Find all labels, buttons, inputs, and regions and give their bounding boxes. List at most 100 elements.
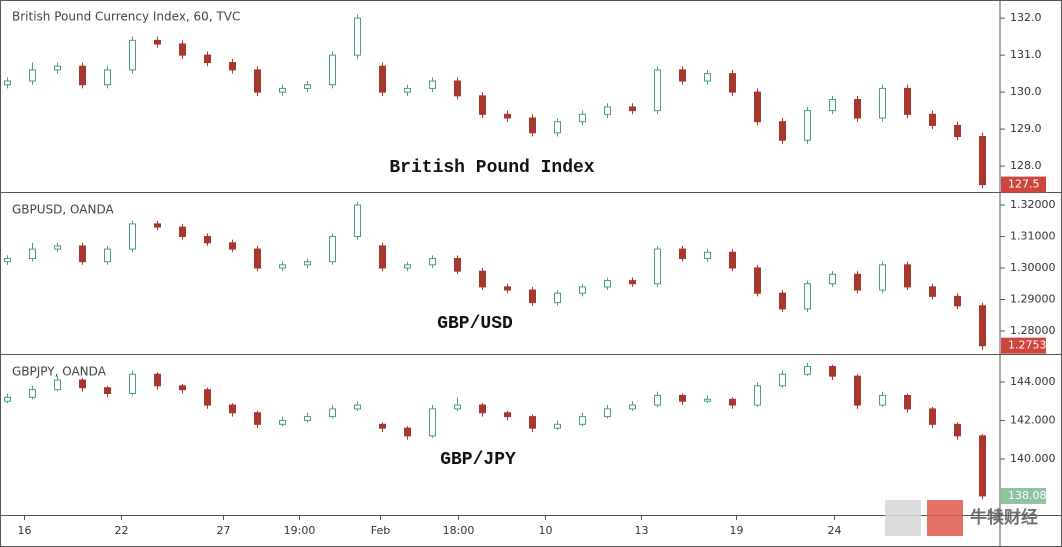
candle-body xyxy=(379,423,386,429)
candle-body xyxy=(829,273,836,285)
candle-body xyxy=(879,87,886,119)
candle-body xyxy=(29,389,36,398)
candle-body xyxy=(629,280,636,285)
candle-body xyxy=(54,379,61,391)
y-tick-label: 128.0 xyxy=(1010,159,1042,172)
candle-body xyxy=(29,248,36,260)
candle-body xyxy=(429,408,436,437)
candle-body xyxy=(554,292,561,304)
watermark-icon xyxy=(927,500,963,536)
y-tick-label: 144.000 xyxy=(1010,375,1056,388)
candle-body xyxy=(179,226,186,237)
last-price-label: 127.5 xyxy=(1008,178,1040,191)
candle-body xyxy=(704,73,711,82)
candle-body xyxy=(154,39,161,45)
candle-body xyxy=(304,261,311,266)
candle-body xyxy=(579,113,586,123)
y-tick-label: 130.0 xyxy=(1010,85,1042,98)
candle-body xyxy=(4,80,11,86)
candle-body xyxy=(529,117,536,134)
candle-body xyxy=(279,87,286,93)
candle-body xyxy=(904,87,911,115)
candle-body xyxy=(654,69,661,112)
x-tick-label: 18:00 xyxy=(443,524,475,537)
candle-body xyxy=(54,65,61,71)
candle-body xyxy=(204,54,211,64)
panel-annotation: GBP/JPY xyxy=(440,450,516,470)
y-tick-label: 1.28000 xyxy=(1010,324,1056,337)
candle-body xyxy=(629,404,636,410)
candle-body xyxy=(379,65,386,93)
candle-body xyxy=(29,69,36,82)
x-tick-label: 19:00 xyxy=(284,524,316,537)
y-tick-label: 1.32000 xyxy=(1010,198,1056,211)
candle-body xyxy=(529,289,536,304)
candle-body xyxy=(229,62,236,71)
candle-body xyxy=(654,394,661,406)
panel-annotation: GBP/USD xyxy=(437,314,513,334)
candle-body xyxy=(229,242,236,250)
last-price-label: 1.27534 xyxy=(1008,339,1054,352)
candle-body xyxy=(129,373,136,395)
candle-body xyxy=(779,292,786,310)
candle-body xyxy=(104,387,111,395)
candle-body xyxy=(454,80,461,97)
candle-body xyxy=(829,99,836,112)
y-tick-label: 1.30000 xyxy=(1010,261,1056,274)
candle-body xyxy=(154,373,161,387)
candle-body xyxy=(979,136,986,186)
candle-body xyxy=(204,389,211,406)
candle-body xyxy=(329,235,336,263)
candle-body xyxy=(779,373,786,387)
candle-body xyxy=(879,264,886,291)
candle-body xyxy=(329,408,336,418)
candle-body xyxy=(904,264,911,288)
last-price-box xyxy=(1001,337,1046,354)
candle-body xyxy=(79,245,86,263)
candle-body xyxy=(729,398,736,406)
candle-body xyxy=(104,248,111,263)
candle-body xyxy=(929,113,936,126)
candle-body xyxy=(704,398,711,402)
candle-body xyxy=(154,223,161,228)
panel-title: GBPJPY, OANDA xyxy=(12,365,107,379)
candle-body xyxy=(854,273,861,291)
candle-body xyxy=(679,248,686,260)
candle-body xyxy=(179,43,186,56)
panel-annotation: British Pound Index xyxy=(389,158,594,178)
last-price-box xyxy=(1001,487,1046,504)
candle-body xyxy=(804,366,811,375)
candle-body xyxy=(804,110,811,141)
candle-body xyxy=(479,95,486,115)
candle-body xyxy=(754,385,761,406)
candle-body xyxy=(929,408,936,425)
candle-body xyxy=(554,423,561,429)
y-tick-label: 140.000 xyxy=(1010,452,1056,465)
candle-body xyxy=(404,427,411,437)
last-price-label: 138.080 xyxy=(1008,489,1054,502)
candle-body xyxy=(454,258,461,272)
candle-body xyxy=(479,404,486,414)
candle-body xyxy=(979,305,986,347)
candle-body xyxy=(504,113,511,119)
candle-body xyxy=(679,69,686,82)
candle-body xyxy=(604,106,611,115)
candle-body xyxy=(979,435,986,497)
x-tick-label: 19 xyxy=(730,524,744,537)
candle-body xyxy=(604,408,611,418)
x-tick-label: Feb xyxy=(371,524,390,537)
panel-title: GBPUSD, OANDA xyxy=(12,203,114,217)
candle-body xyxy=(404,87,411,93)
candle-body xyxy=(354,17,361,56)
candle-body xyxy=(79,379,86,389)
candle-body xyxy=(604,280,611,288)
candle-body xyxy=(779,121,786,141)
candle-body xyxy=(729,73,736,93)
candle-body xyxy=(179,385,186,391)
candle-body xyxy=(904,394,911,410)
candle-body xyxy=(79,65,86,86)
candle-body xyxy=(254,69,261,93)
candle-body xyxy=(4,258,11,263)
candle-body xyxy=(229,404,236,414)
candle-body xyxy=(254,412,261,425)
